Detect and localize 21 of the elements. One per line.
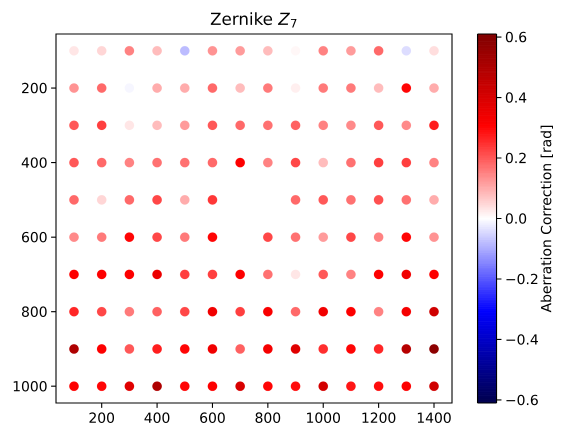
x-tick-label: 400 xyxy=(144,412,170,423)
x-tick-label: 1200 xyxy=(362,412,396,423)
color-bar-label: −0.4 xyxy=(506,334,538,345)
color-bar-label: −0.6 xyxy=(506,394,538,406)
y-tick-label: 800 xyxy=(22,306,47,317)
x-tick-label: 800 xyxy=(256,412,280,423)
x-tick-label: 1000 xyxy=(307,412,340,423)
chart-title: Zernike Z$_{7}$ xyxy=(210,12,296,28)
x-tick-label: 600 xyxy=(200,412,225,423)
y-tick-label: 200 xyxy=(22,82,47,94)
y-tick-label: 400 xyxy=(22,157,47,168)
x-tick-label: 200 xyxy=(89,412,114,423)
y-tick-label: 1000 xyxy=(14,380,47,392)
color-bar-title: Aberration Correction [rad] xyxy=(540,126,553,312)
color-bar-label: 0.2 xyxy=(506,152,526,164)
x-tick-label: 1400 xyxy=(418,412,451,423)
color-bar-label: −0.2 xyxy=(506,274,538,284)
color-bar-label: 0.6 xyxy=(506,32,526,42)
y-tick-label: 600 xyxy=(22,232,47,242)
color-bar-label: 0.4 xyxy=(506,92,526,103)
color-bar-label: 0.0 xyxy=(506,213,526,224)
